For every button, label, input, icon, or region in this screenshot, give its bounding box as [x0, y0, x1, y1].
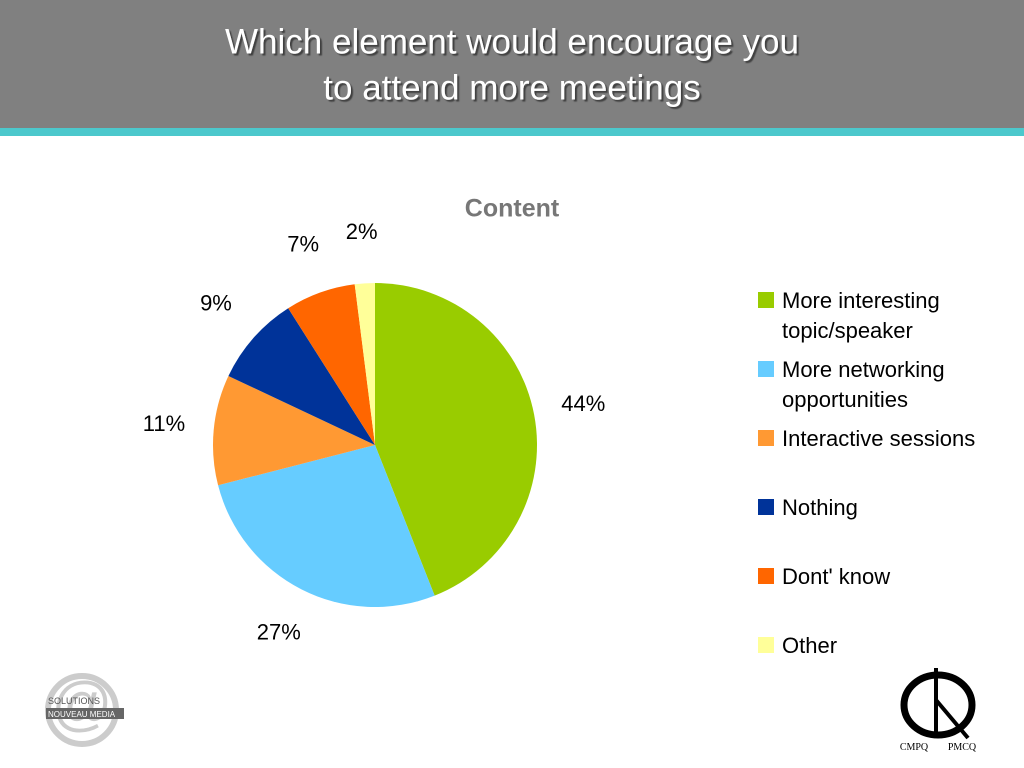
legend-swatch	[758, 430, 774, 446]
legend-item: Dont' know	[756, 562, 1018, 592]
legend-label: Interactive sessions	[782, 426, 976, 451]
data-label: 11%	[143, 411, 185, 436]
legend-label: More networking opportunities	[782, 357, 945, 412]
legend-swatch	[758, 499, 774, 515]
legend-swatch	[758, 292, 774, 308]
legend-label: Dont' know	[782, 564, 891, 589]
legend-swatch	[758, 637, 774, 653]
logo-right: CMPQ PMCQ	[900, 668, 977, 753]
data-label: 2%	[346, 219, 378, 244]
legend-item: More interesting topic/speaker	[756, 286, 1018, 346]
data-label: 44%	[561, 391, 605, 416]
legend-item: Other	[756, 631, 1018, 661]
legend-item: More networking opportunities	[756, 355, 1018, 415]
logo-at: @	[52, 670, 113, 737]
pie-slice	[228, 308, 375, 445]
pie-slice	[354, 283, 375, 445]
legend-label: More interesting topic/speaker	[782, 288, 940, 343]
pie-slice	[218, 445, 435, 607]
legend-swatch	[758, 361, 774, 377]
pie-slice	[375, 283, 538, 596]
slide-title: to attend more meetings	[323, 68, 700, 107]
logo-stroke	[934, 668, 970, 740]
data-label: 9%	[200, 291, 232, 316]
logo-text: NOUVEAU MEDIA	[48, 710, 116, 719]
data-label: 7%	[287, 231, 319, 256]
chart-title: Content	[465, 195, 560, 223]
header-rule	[0, 128, 1024, 136]
legend-item: Nothing	[756, 493, 1018, 523]
logo-left: @ SOLUTIONS NOUVEAU MEDIA	[45, 670, 124, 747]
legend-item: Interactive sessions	[756, 424, 1018, 454]
header-band	[0, 0, 1024, 128]
logo-text: PMCQ	[948, 742, 977, 753]
pie-slice	[213, 376, 375, 486]
logo-box	[46, 708, 124, 719]
legend-swatch	[758, 568, 774, 584]
legend-label: Other	[782, 633, 838, 658]
slide-title: Which element would encourage you	[225, 22, 799, 61]
legend-label: Nothing	[782, 495, 858, 520]
logo-text: SOLUTIONS	[48, 696, 100, 706]
pie-slice	[288, 284, 375, 445]
data-label: 27%	[257, 620, 301, 645]
logo-text: CMPQ	[900, 742, 929, 753]
